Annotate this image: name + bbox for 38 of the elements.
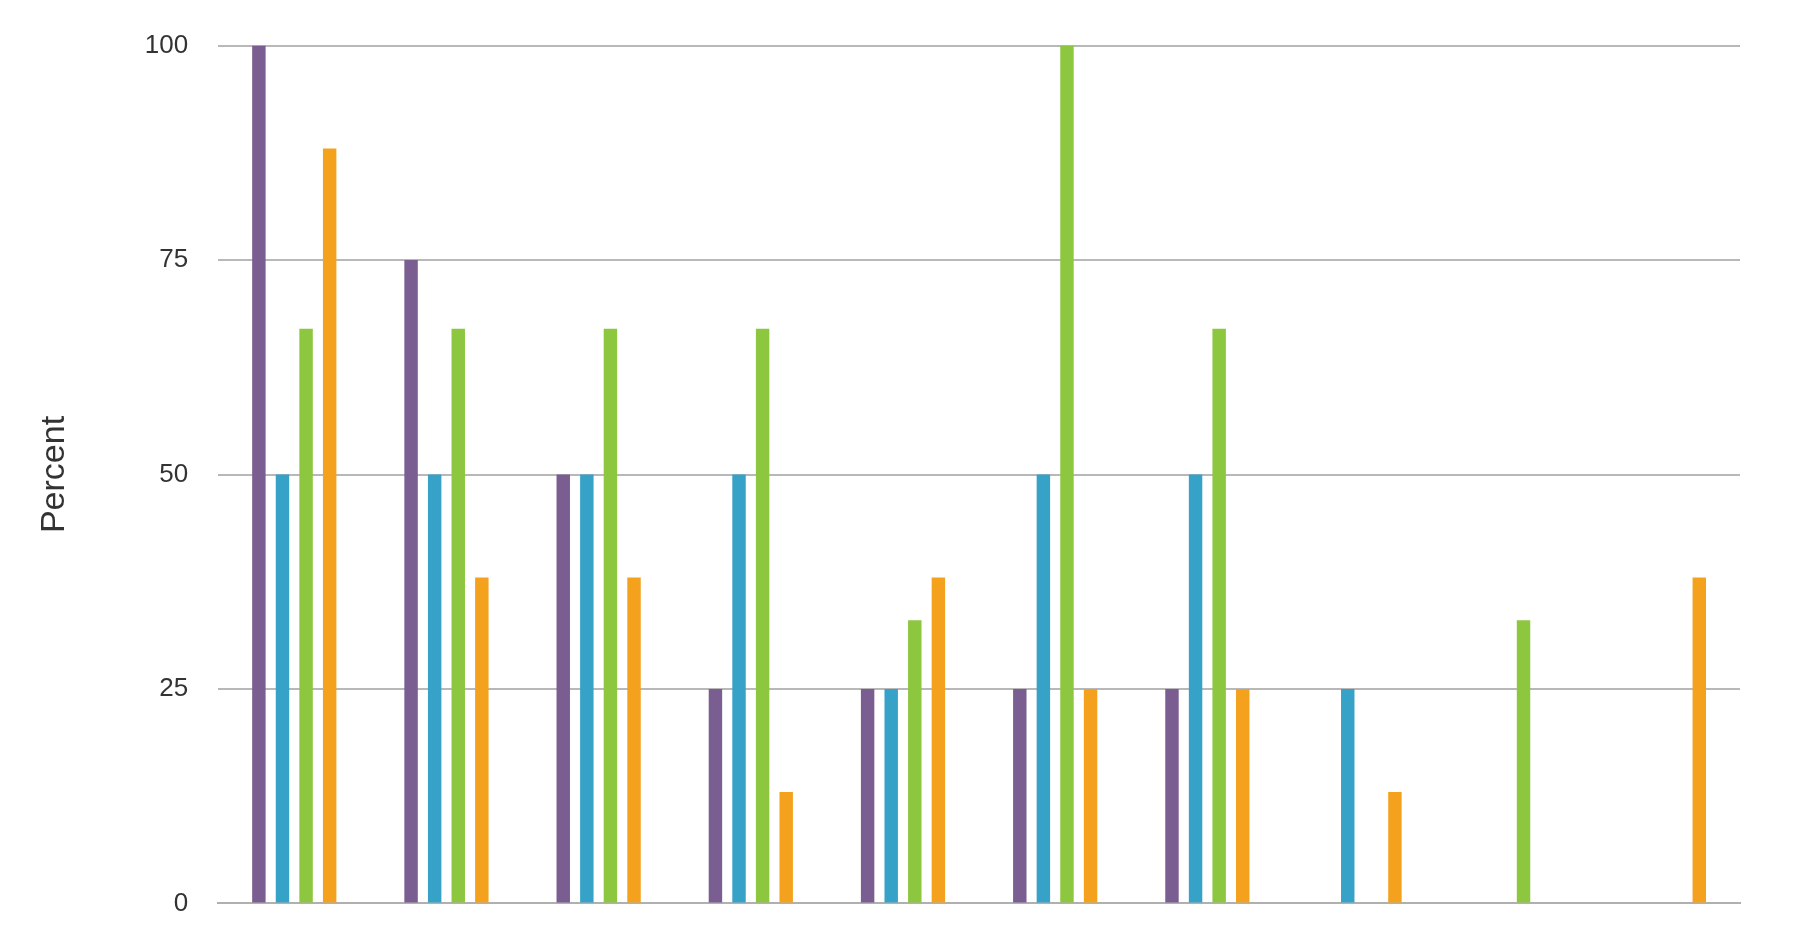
bar (627, 577, 641, 903)
bar (299, 328, 313, 903)
bar (1388, 791, 1402, 903)
bar (475, 577, 489, 903)
bar (427, 474, 442, 903)
bar (755, 328, 770, 903)
y-tick-label: 75 (159, 243, 189, 274)
bar (1188, 474, 1203, 903)
bar (779, 791, 793, 903)
bar (1013, 688, 1027, 903)
bar (404, 260, 418, 903)
y-tick-label: 0 (173, 886, 189, 917)
bar (732, 474, 746, 903)
bar (908, 620, 922, 903)
bar (1165, 688, 1179, 903)
bar (252, 45, 266, 903)
bar (322, 148, 337, 903)
bar (580, 474, 594, 903)
bar (1083, 688, 1098, 903)
y-axis-title: Percent (32, 415, 71, 534)
bar (1692, 577, 1707, 903)
bar (1212, 328, 1226, 903)
bar (451, 328, 465, 903)
bar (931, 577, 946, 903)
bar (556, 474, 570, 903)
bar (1036, 474, 1051, 903)
bar (708, 688, 723, 903)
bar (884, 688, 898, 903)
bar (1236, 688, 1250, 903)
bar (1341, 688, 1355, 903)
y-tick-label: 25 (159, 672, 189, 703)
bar (1060, 45, 1074, 903)
bar (1516, 620, 1531, 903)
y-tick-label: 50 (159, 457, 189, 488)
y-tick-label: 100 (144, 28, 189, 59)
bar (603, 328, 618, 903)
bar (275, 474, 290, 903)
bar (860, 688, 875, 903)
